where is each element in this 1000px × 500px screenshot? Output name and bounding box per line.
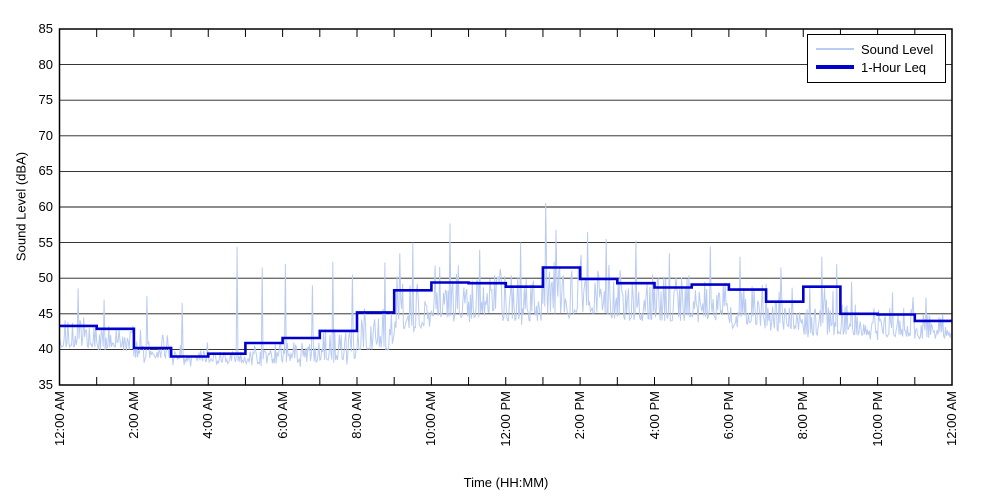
legend: Sound Level 1-Hour Leq — [807, 34, 946, 83]
x-tick-label: 10:00 PM — [869, 391, 885, 447]
x-tick-label: 4:00 PM — [646, 391, 662, 440]
y-tick-label: 65 — [38, 163, 53, 179]
legend-entry-sound-level: Sound Level — [808, 40, 945, 58]
x-tick-label: 2:00 PM — [572, 391, 588, 440]
one-hour-leq-line — [59, 266, 952, 358]
x-axis-title: Time (HH:MM) — [463, 475, 549, 490]
y-tick-label: 50 — [38, 270, 53, 286]
x-tick-label: 6:00 PM — [720, 391, 736, 440]
x-tick-label: 12:00 PM — [497, 391, 513, 447]
legend-line-sample-1-hour-leq — [816, 65, 854, 69]
x-tick-label: 4:00 AM — [200, 391, 216, 439]
y-tick-label: 80 — [38, 56, 53, 72]
y-tick-label: 55 — [38, 234, 53, 250]
x-tick-label: 12:00 AM — [944, 391, 959, 446]
x-tick-label: 8:00 PM — [795, 391, 811, 440]
legend-label-1-hour-leq: 1-Hour Leq — [861, 59, 927, 75]
y-tick-label: 70 — [38, 127, 53, 143]
x-tick-label: 2:00 AM — [125, 391, 141, 439]
legend-label-sound-level: Sound Level — [861, 41, 934, 57]
x-tick-label: 8:00 AM — [349, 391, 364, 439]
y-tick-label: 45 — [38, 305, 53, 321]
y-tick-label: 40 — [38, 341, 53, 357]
x-tick-label: 6:00 AM — [274, 391, 290, 439]
x-tick-label: 12:00 AM — [51, 391, 67, 446]
y-tick-label: 75 — [38, 92, 53, 108]
legend-entry-1-hour-leq: 1-Hour Leq — [808, 58, 945, 76]
y-tick-label: 60 — [38, 199, 53, 214]
y-tick-label: 35 — [38, 377, 53, 392]
y-tick-label: 85 — [38, 21, 53, 36]
x-tick-label: 10:00 AM — [423, 391, 439, 446]
legend-line-sample-sound-level — [816, 48, 854, 50]
